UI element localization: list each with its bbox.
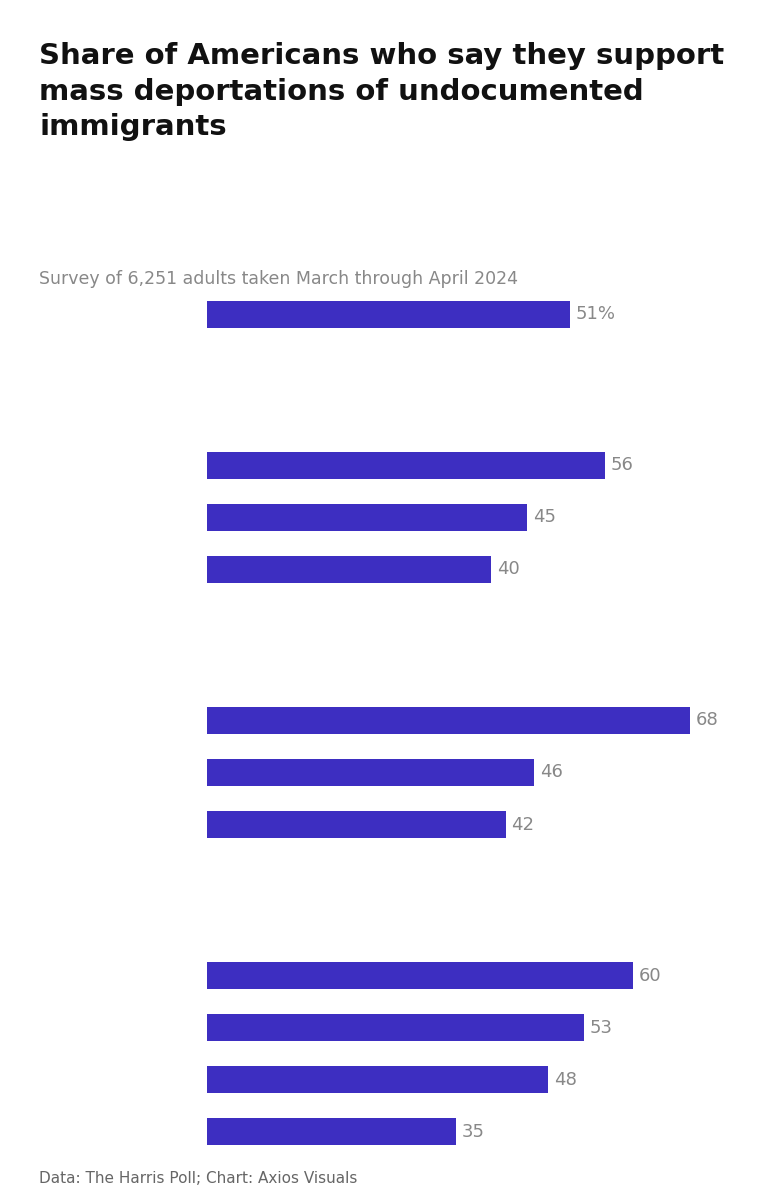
Bar <box>207 758 534 786</box>
Bar <box>207 300 569 328</box>
Bar <box>207 962 633 989</box>
Text: Data: The Harris Poll; Chart: Axios Visuals: Data: The Harris Poll; Chart: Axios Visu… <box>39 1171 358 1186</box>
Text: 45: 45 <box>532 509 556 527</box>
Bar <box>207 707 691 734</box>
Bar <box>207 811 506 838</box>
Bar <box>207 1014 584 1042</box>
Text: 53: 53 <box>590 1019 612 1037</box>
Text: 56: 56 <box>611 456 633 474</box>
Text: 46: 46 <box>539 763 563 781</box>
Bar <box>207 1067 548 1093</box>
Text: 60: 60 <box>639 967 662 985</box>
Text: 42: 42 <box>511 816 534 834</box>
Text: 68: 68 <box>696 712 719 730</box>
Text: 51%: 51% <box>576 305 615 323</box>
Text: 35: 35 <box>462 1123 485 1141</box>
Text: Survey of 6,251 adults taken March through April 2024: Survey of 6,251 adults taken March throu… <box>39 270 518 288</box>
Text: 48: 48 <box>554 1070 577 1088</box>
Bar <box>207 556 492 583</box>
Bar <box>207 451 605 479</box>
Bar <box>207 1118 456 1146</box>
Text: Share of Americans who say they support
mass deportations of undocumented
immigr: Share of Americans who say they support … <box>39 42 724 142</box>
Bar <box>207 504 527 530</box>
Text: 40: 40 <box>497 560 520 578</box>
